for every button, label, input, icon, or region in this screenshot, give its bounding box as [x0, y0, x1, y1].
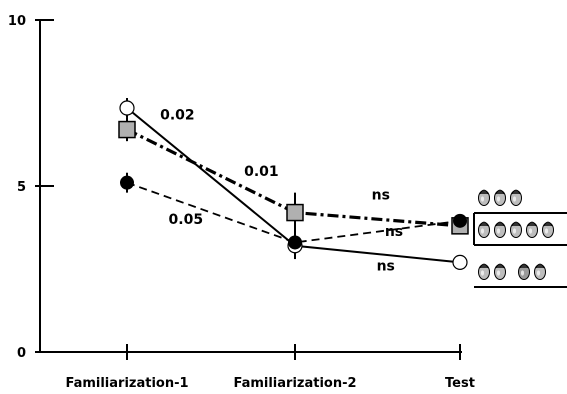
- x-tick-label: Familiarization-2: [233, 376, 356, 391]
- y-tick-label: 0: [17, 346, 26, 361]
- egg-icon: [510, 221, 522, 238]
- square-point: [118, 120, 136, 139]
- egg-icon: [494, 221, 506, 238]
- series-filled-circle-line: [126, 181, 461, 244]
- egg-icon: [518, 263, 530, 280]
- egg-icon: [478, 189, 490, 206]
- y-tick-label: 10: [8, 14, 26, 29]
- axes: 0 5 10 Familiarization-1 Familiarization-2 Te…: [8, 14, 475, 391]
- filled-circle-point: [288, 235, 302, 250]
- egg-icon: [526, 221, 538, 238]
- egg-icon: [478, 221, 490, 238]
- egg-icon: [478, 263, 490, 280]
- significance-label: 0.01: [244, 164, 279, 180]
- egg-icon: [494, 189, 506, 206]
- annotations: 0.02 0.01 0.05 ns ns ns: [160, 108, 403, 275]
- series-layer: [118, 98, 469, 270]
- y-tick-label: 5: [17, 180, 26, 195]
- stimulus-icons: [473, 189, 567, 288]
- significance-label: ns: [377, 259, 395, 275]
- egg-icon: [534, 263, 546, 280]
- significance-label: 0.05: [169, 212, 204, 228]
- filled-circle-point: [453, 213, 467, 228]
- significance-label: ns: [385, 224, 403, 240]
- x-tick-label: Familiarization-1: [65, 376, 188, 391]
- open-circle-point: [452, 254, 468, 270]
- x-tick-label: Test: [445, 376, 475, 391]
- egg-icon: [494, 263, 506, 280]
- significance-label: 0.02: [160, 108, 195, 124]
- filled-circle-point: [120, 175, 134, 190]
- square-point: [286, 203, 304, 222]
- egg-icon: [542, 221, 554, 238]
- egg-icon: [510, 189, 522, 206]
- significance-label: ns: [372, 187, 390, 203]
- open-circle-point: [119, 100, 135, 116]
